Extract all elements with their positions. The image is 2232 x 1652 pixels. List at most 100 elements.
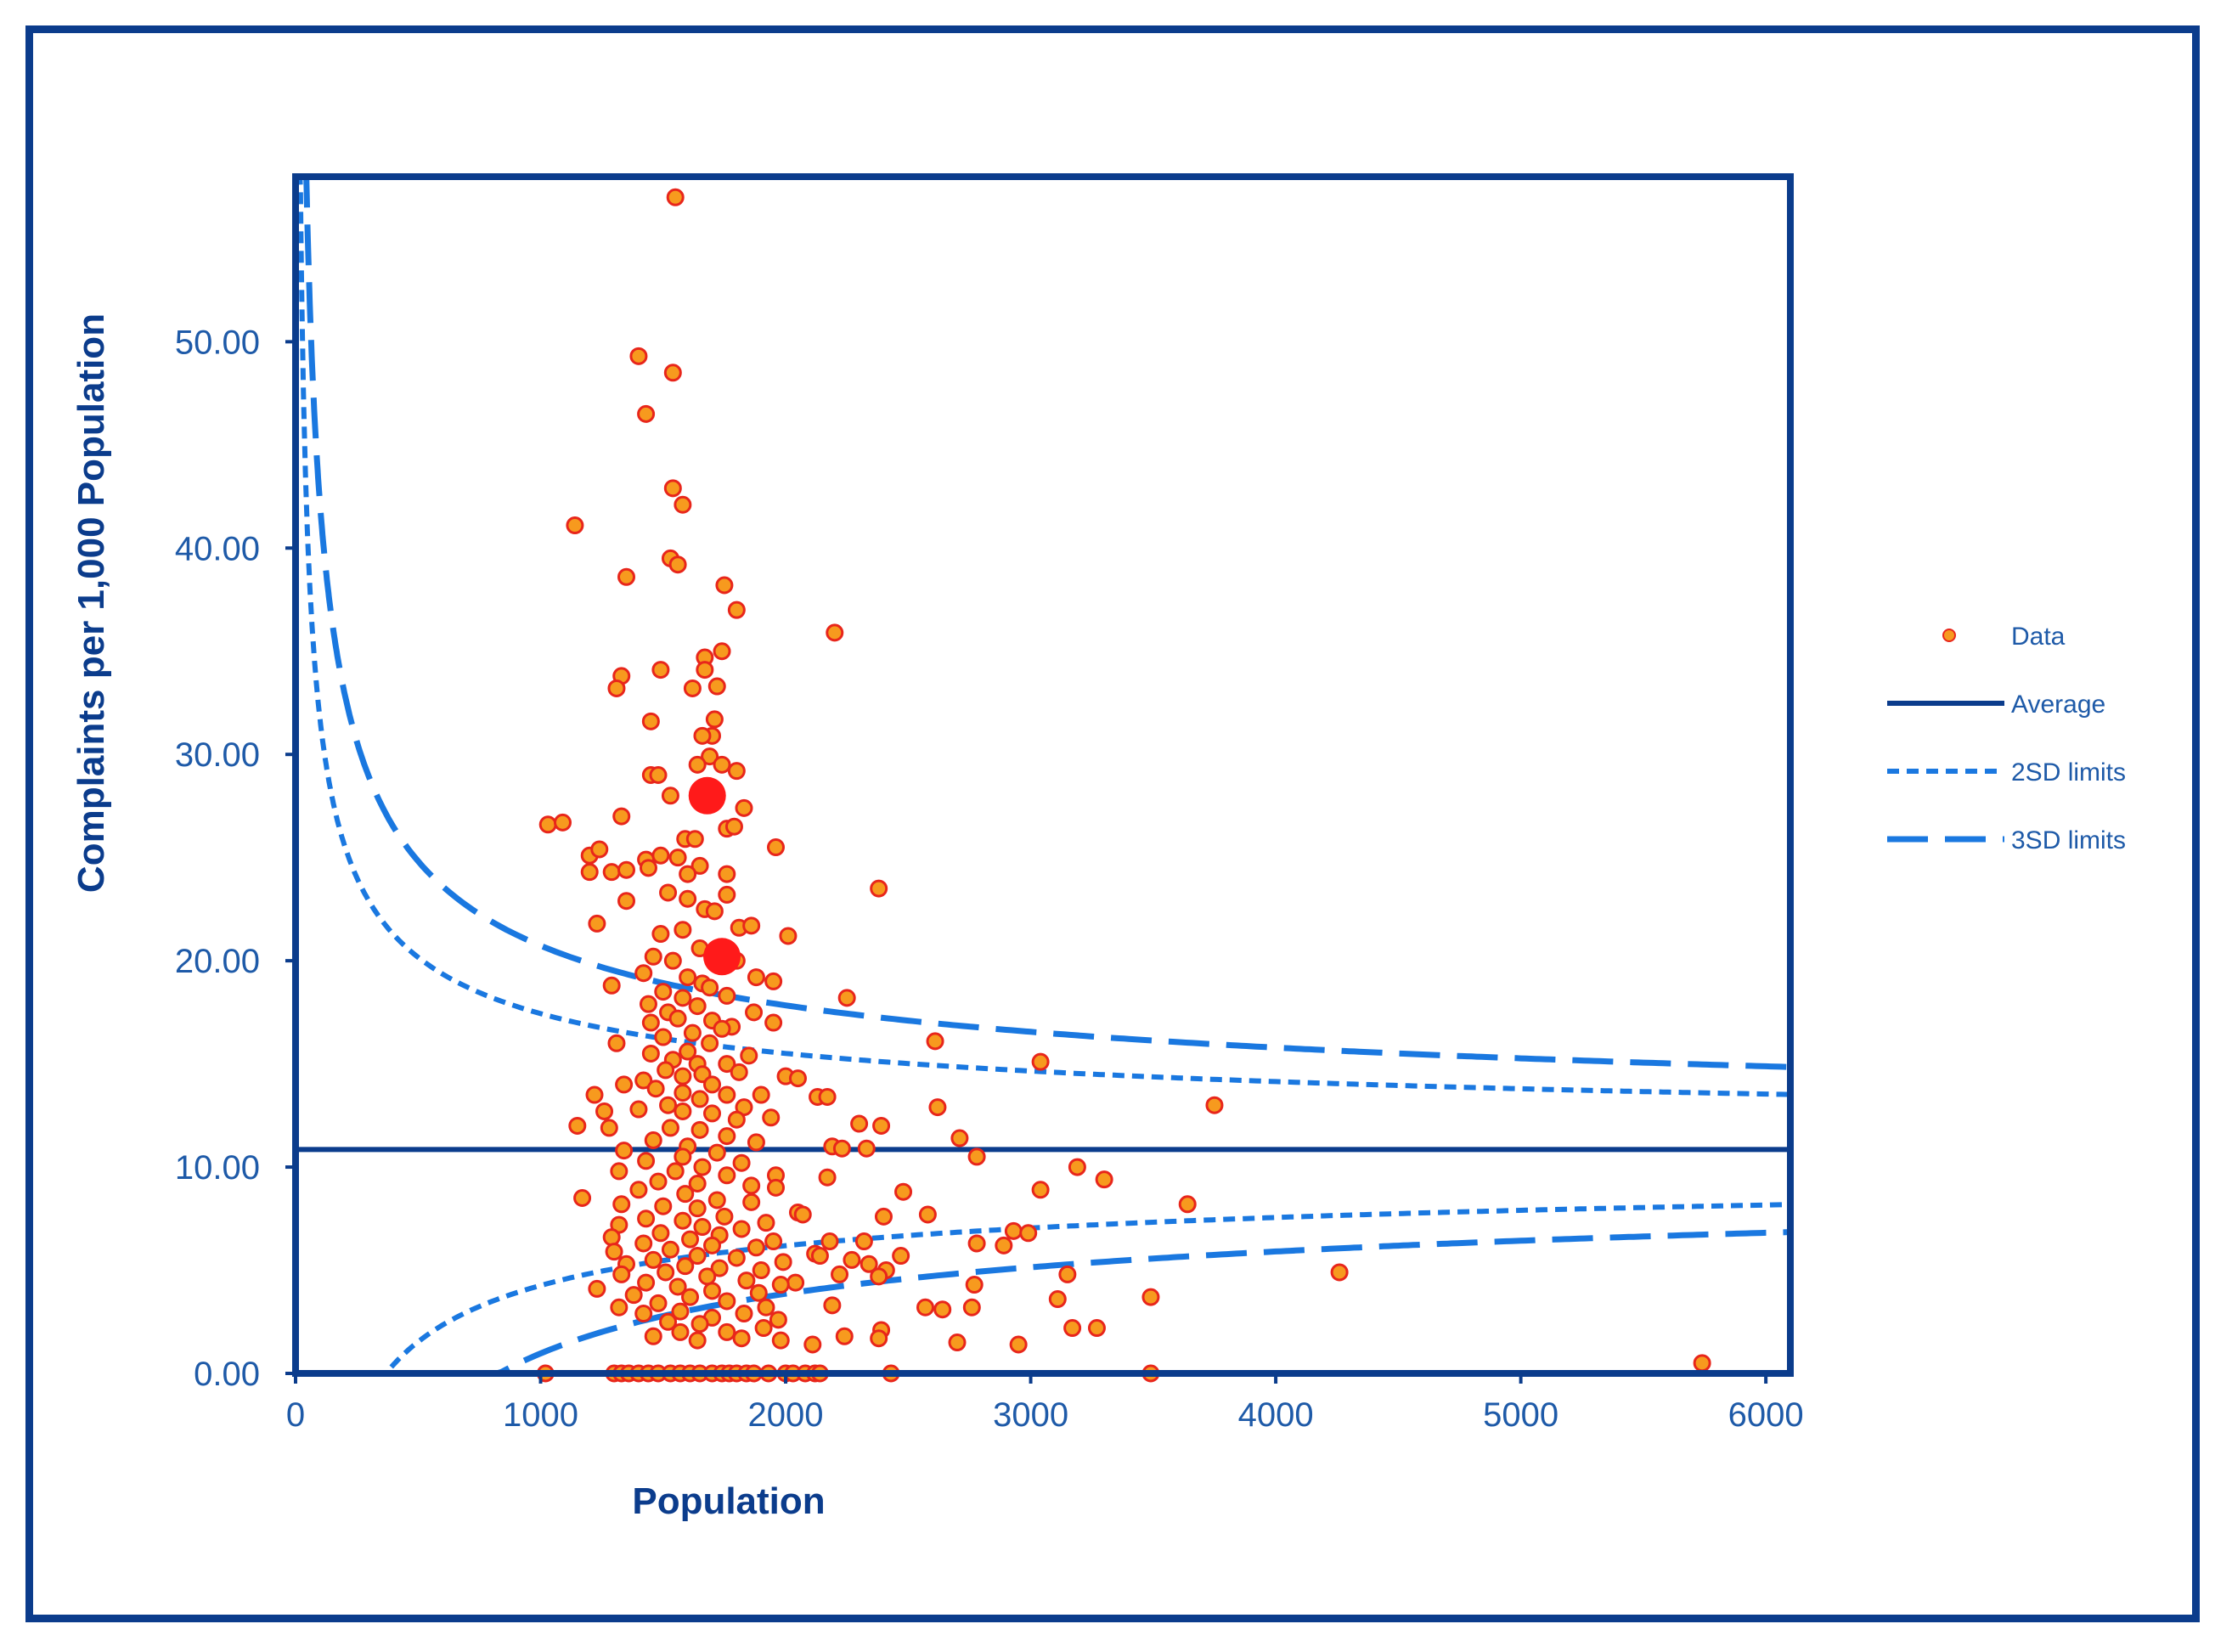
x-tick-label: 3000 bbox=[993, 1396, 1068, 1434]
y-tick-label: 10.00 bbox=[175, 1149, 260, 1187]
data-point bbox=[1048, 1290, 1067, 1309]
data-point bbox=[786, 1273, 805, 1292]
2sd-limit-lower bbox=[296, 1202, 1790, 1373]
data-point bbox=[629, 1181, 648, 1199]
data-point bbox=[928, 1098, 947, 1117]
data-point bbox=[674, 1211, 692, 1230]
data-point bbox=[585, 1085, 604, 1104]
data-point bbox=[718, 1292, 736, 1311]
data-point bbox=[724, 817, 743, 836]
data-point bbox=[610, 1162, 628, 1181]
data-point bbox=[646, 1080, 665, 1098]
data-point bbox=[837, 989, 856, 1007]
data-point bbox=[707, 1191, 726, 1209]
data-point bbox=[718, 1085, 736, 1104]
data-point bbox=[702, 1075, 721, 1094]
data-point bbox=[674, 1102, 692, 1120]
data-point bbox=[771, 1276, 790, 1294]
data-point bbox=[602, 1228, 621, 1247]
data-point bbox=[779, 927, 798, 945]
data-point bbox=[568, 1116, 587, 1135]
data-point bbox=[634, 1305, 653, 1323]
data-point bbox=[702, 1104, 721, 1123]
legend-label: Data bbox=[2011, 623, 2066, 651]
data-point bbox=[688, 1175, 707, 1193]
data-point bbox=[747, 1133, 765, 1152]
data-point bbox=[676, 1257, 695, 1276]
data-point bbox=[950, 1129, 969, 1147]
data-point bbox=[718, 1322, 736, 1341]
data-point bbox=[767, 1178, 786, 1197]
data-point bbox=[681, 1230, 700, 1249]
data-point bbox=[693, 1218, 712, 1237]
data-point bbox=[639, 859, 657, 877]
data-point bbox=[1693, 1354, 1711, 1373]
data-point bbox=[674, 1147, 692, 1166]
data-point bbox=[732, 1329, 751, 1348]
data-point bbox=[688, 755, 707, 774]
data-point bbox=[663, 364, 682, 382]
data-point bbox=[639, 995, 657, 1013]
data-point bbox=[933, 1300, 952, 1319]
data-point bbox=[718, 986, 736, 1005]
data-point bbox=[663, 479, 682, 498]
data-point bbox=[870, 879, 888, 898]
data-point bbox=[701, 1034, 719, 1052]
data-point bbox=[818, 1087, 837, 1106]
data-point bbox=[659, 1096, 678, 1114]
data-point bbox=[860, 1255, 878, 1273]
x-tick-label: 0 bbox=[286, 1396, 305, 1434]
data-point bbox=[615, 1142, 634, 1160]
data-point bbox=[788, 1069, 807, 1088]
data-point bbox=[588, 1279, 606, 1298]
data-point bbox=[605, 1243, 623, 1261]
data-point bbox=[713, 1019, 731, 1038]
data-point bbox=[668, 555, 687, 574]
data-point bbox=[818, 1168, 837, 1187]
data-point bbox=[580, 863, 599, 882]
data-point bbox=[641, 1044, 660, 1063]
data-point bbox=[1031, 1052, 1050, 1071]
data-point bbox=[764, 1013, 783, 1032]
data-point bbox=[588, 914, 606, 933]
data-point bbox=[715, 1207, 734, 1226]
data-point bbox=[688, 997, 707, 1016]
data-point bbox=[747, 1238, 765, 1257]
data-point bbox=[615, 1075, 634, 1094]
data-point bbox=[674, 921, 692, 939]
data-point bbox=[654, 1028, 673, 1046]
data-point bbox=[685, 830, 704, 849]
data-point bbox=[644, 947, 662, 966]
data-point bbox=[732, 1220, 751, 1238]
data-point bbox=[573, 1189, 592, 1208]
data-point bbox=[894, 1182, 913, 1201]
x-tick-label: 4000 bbox=[1238, 1396, 1314, 1434]
legend-label: Average bbox=[2011, 691, 2105, 719]
data-point bbox=[659, 1312, 678, 1331]
data-point bbox=[553, 813, 572, 832]
data-point bbox=[872, 1116, 891, 1135]
data-point bbox=[566, 516, 584, 535]
2sd-limit-upper bbox=[296, 177, 1790, 1097]
highlighted-point bbox=[688, 776, 726, 815]
data-point bbox=[671, 1302, 690, 1321]
data-point bbox=[617, 892, 636, 911]
data-point bbox=[612, 1195, 631, 1214]
data-point bbox=[698, 1267, 717, 1286]
chart-frame bbox=[25, 25, 2200, 1622]
data-point bbox=[747, 968, 765, 987]
data-point bbox=[967, 1234, 986, 1253]
data-point bbox=[1031, 1181, 1050, 1199]
data-point bbox=[681, 1288, 700, 1306]
data-point bbox=[661, 1240, 679, 1259]
data-point bbox=[624, 1286, 643, 1305]
data-point bbox=[674, 495, 692, 514]
data-point bbox=[679, 1042, 697, 1061]
data-point bbox=[754, 1319, 773, 1338]
legend: Data Average 2SD limits 3SD limits bbox=[1887, 623, 2126, 854]
data-point bbox=[918, 1205, 937, 1224]
data-point bbox=[651, 1224, 670, 1243]
data-point bbox=[679, 865, 697, 883]
data-point bbox=[843, 1250, 861, 1269]
